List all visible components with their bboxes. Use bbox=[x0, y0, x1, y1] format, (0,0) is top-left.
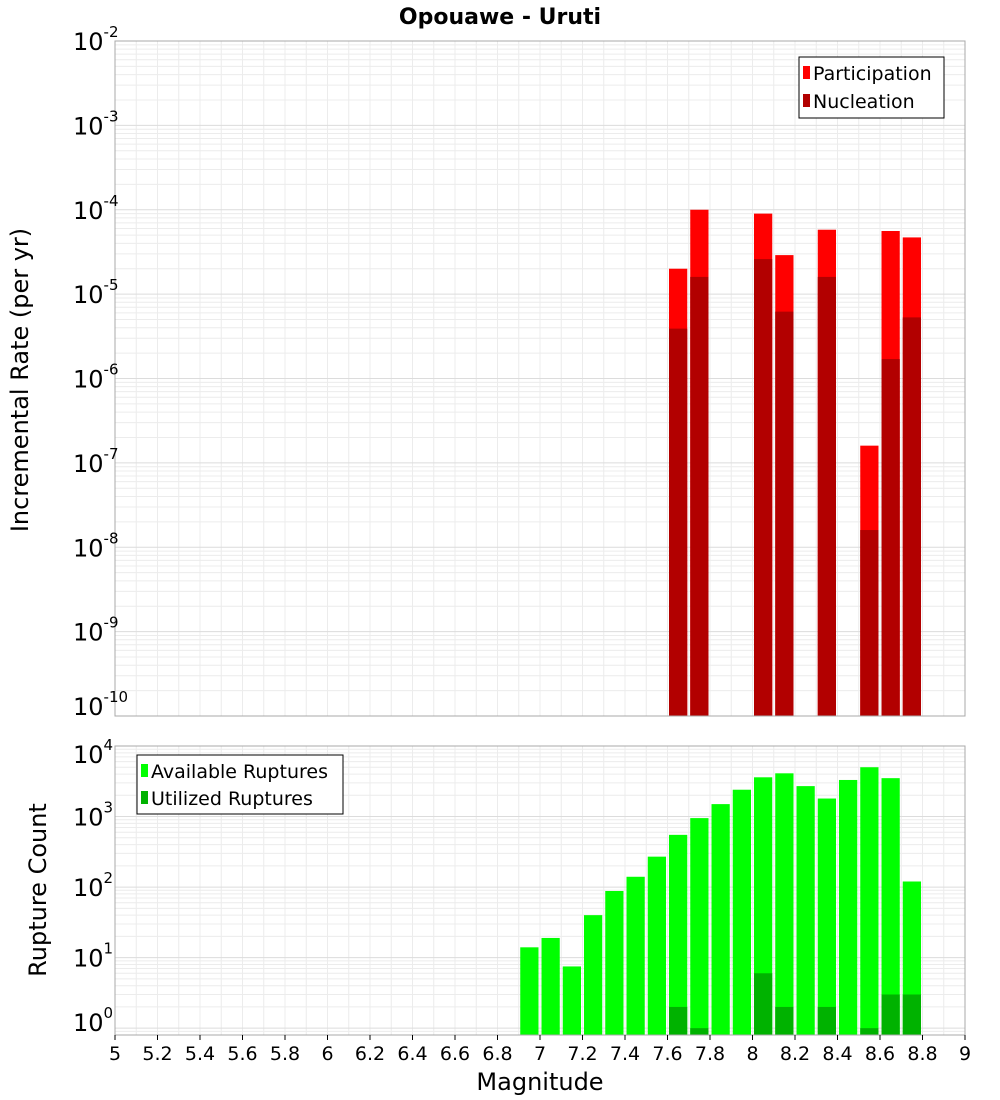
x-tick-label: 5.4 bbox=[185, 1043, 215, 1065]
bar-available bbox=[562, 966, 581, 1035]
chart-title: Opouawe - Uruti bbox=[399, 5, 601, 30]
x-tick-label: 8.8 bbox=[907, 1043, 937, 1065]
bar-available bbox=[647, 856, 666, 1035]
y-tick-label: 10-8 bbox=[73, 529, 119, 562]
bar-nucleation bbox=[902, 317, 921, 716]
bar-available bbox=[860, 767, 879, 1035]
x-tick-label: 5.8 bbox=[270, 1043, 300, 1065]
bar-utilized bbox=[902, 994, 921, 1035]
bar-available bbox=[541, 937, 560, 1035]
top-plot-border bbox=[114, 40, 966, 717]
y-tick-label: 104 bbox=[73, 736, 113, 769]
y-tick-label: 103 bbox=[73, 799, 113, 832]
top-legend: Participation Nucleation bbox=[798, 56, 945, 119]
bottom-legend-box bbox=[136, 754, 344, 815]
bar-utilized bbox=[754, 973, 773, 1035]
x-tick-label: 6.6 bbox=[440, 1043, 470, 1065]
x-tick-label: 7.4 bbox=[610, 1043, 640, 1065]
bar-available bbox=[775, 773, 794, 1035]
bar-available bbox=[711, 804, 730, 1035]
y-tick-label: 100 bbox=[73, 1004, 113, 1037]
x-tick-label: 6.2 bbox=[355, 1043, 385, 1065]
legend-swatch-nucleation bbox=[803, 94, 810, 107]
x-tick-label: 6.8 bbox=[482, 1043, 512, 1065]
bar-utilized bbox=[881, 994, 900, 1035]
x-tick-label: 6 bbox=[321, 1043, 333, 1065]
y-tick-label: 10-5 bbox=[73, 276, 119, 309]
legend-label-participation: Participation bbox=[813, 63, 932, 85]
x-tick-label: 8.6 bbox=[865, 1043, 895, 1065]
bar-nucleation bbox=[690, 276, 709, 716]
top-bars bbox=[669, 209, 921, 717]
top-legend-box bbox=[798, 56, 945, 119]
bottom-plot: 104 103 102 101 100 5 5.2 5.4 5.6 5.8 6 6.2 6.4 6.6 6… bbox=[24, 736, 971, 1096]
bar-available bbox=[669, 834, 688, 1035]
bar-available bbox=[754, 777, 773, 1035]
bar-available bbox=[881, 778, 900, 1035]
bar-nucleation bbox=[754, 259, 773, 716]
legend-swatch-utilized bbox=[141, 791, 148, 804]
y-tick-label: 10-9 bbox=[73, 614, 119, 647]
top-grid bbox=[114, 41, 966, 717]
x-tick-label: 5.2 bbox=[142, 1043, 172, 1065]
x-tick-label: 5 bbox=[109, 1043, 121, 1065]
bar-available bbox=[584, 915, 603, 1035]
top-y-axis-label: Incremental Rate (per yr) bbox=[6, 228, 34, 532]
x-tick-label: 7.6 bbox=[652, 1043, 682, 1065]
bar-available bbox=[605, 890, 624, 1035]
bar-utilized bbox=[817, 1006, 836, 1035]
bar-available bbox=[817, 798, 836, 1035]
top-y-ticks: 10-2 10-3 10-4 10-5 10-6 10-7 10-8 10-9 10-10 bbox=[73, 23, 128, 721]
bottom-bars bbox=[520, 767, 921, 1035]
x-tick-label: 5.6 bbox=[227, 1043, 257, 1065]
bar-nucleation bbox=[775, 311, 794, 716]
bar-available bbox=[839, 779, 858, 1035]
y-tick-label: 102 bbox=[73, 869, 113, 902]
bar-nucleation bbox=[669, 328, 688, 716]
x-tick-label: 7.2 bbox=[567, 1043, 597, 1065]
x-tick-label: 8.4 bbox=[822, 1043, 852, 1065]
legend-label-nucleation: Nucleation bbox=[813, 91, 915, 113]
y-tick-label: 10-2 bbox=[73, 23, 119, 56]
y-tick-label: 10-10 bbox=[73, 688, 128, 721]
x-tick-label: 8.2 bbox=[780, 1043, 810, 1065]
bar-available bbox=[732, 789, 751, 1035]
legend-label-available: Available Ruptures bbox=[151, 761, 328, 783]
x-tick-label: 6.4 bbox=[397, 1043, 427, 1065]
y-tick-label: 10-3 bbox=[73, 107, 119, 140]
bar-available bbox=[520, 947, 539, 1035]
bar-available bbox=[626, 876, 645, 1035]
bottom-y-axis-label: Rupture Count bbox=[24, 803, 52, 977]
bar-utilized bbox=[669, 1006, 688, 1035]
legend-swatch-available bbox=[141, 764, 148, 777]
y-tick-label: 10-4 bbox=[73, 192, 119, 225]
y-tick-label: 10-6 bbox=[73, 361, 119, 394]
y-tick-label: 101 bbox=[73, 940, 113, 973]
x-axis-label: Magnitude bbox=[476, 1068, 603, 1096]
bar-nucleation bbox=[817, 276, 836, 716]
bar-nucleation bbox=[860, 530, 879, 716]
y-tick-label: 10-7 bbox=[73, 445, 119, 478]
bar-utilized bbox=[860, 1028, 879, 1035]
bar-available bbox=[690, 818, 709, 1035]
x-tick-label: 7 bbox=[534, 1043, 546, 1065]
bottom-x-ticks: 5 5.2 5.4 5.6 5.8 6 6.2 6.4 6.6 6.8 7 7.2 7.4 7.6 7.8 8… bbox=[109, 1035, 971, 1065]
bottom-legend: Available Ruptures Utilized Ruptures bbox=[136, 754, 344, 815]
bar-nucleation bbox=[881, 359, 900, 716]
bar-utilized bbox=[775, 1006, 794, 1035]
legend-label-utilized: Utilized Ruptures bbox=[151, 788, 313, 810]
x-tick-label: 7.8 bbox=[695, 1043, 725, 1065]
x-tick-label: 9 bbox=[959, 1043, 971, 1065]
bar-utilized bbox=[690, 1028, 709, 1035]
legend-swatch-participation bbox=[803, 66, 810, 79]
bottom-y-ticks: 104 103 102 101 100 bbox=[73, 736, 113, 1037]
x-tick-label: 8 bbox=[746, 1043, 758, 1065]
bar-available bbox=[796, 786, 815, 1035]
top-plot: 10-2 10-3 10-4 10-5 10-6 10-7 10-8 10-9 10-10 In… bbox=[6, 23, 966, 721]
